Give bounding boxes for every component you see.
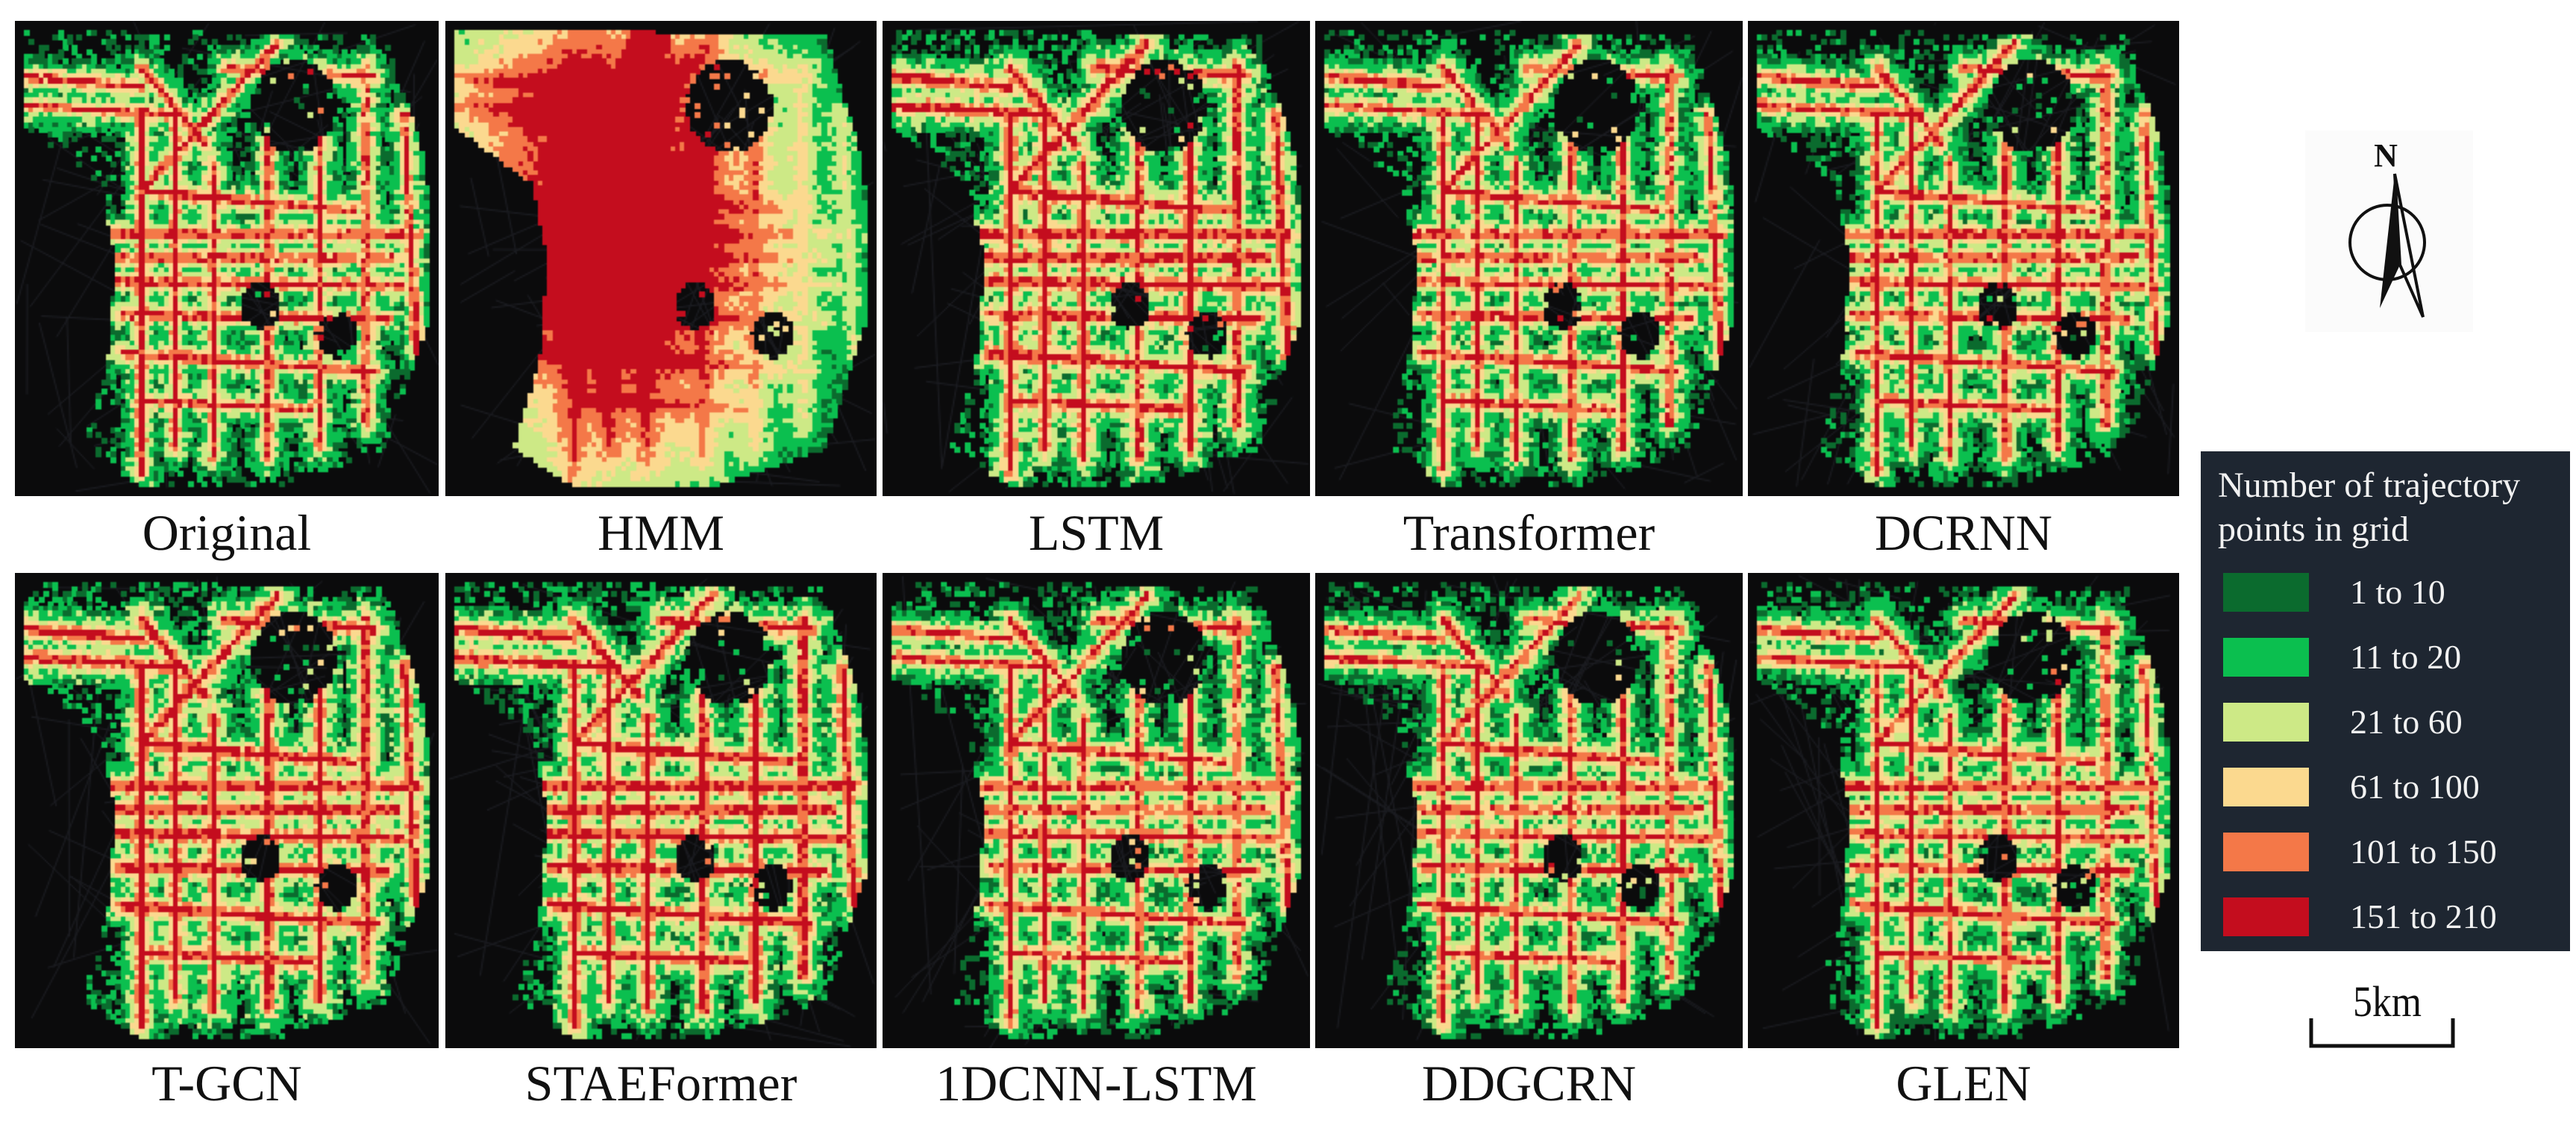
map-panel-1dcnn-lstm <box>883 573 1310 1048</box>
legend-item: 101 to 150 <box>2223 833 2551 871</box>
panel-caption: 1DCNN-LSTM <box>936 1055 1257 1112</box>
legend-title: Number of trajectory points in grid <box>2218 466 2521 549</box>
map-panel-glen <box>1748 573 2179 1048</box>
legend-item: 1 to 10 <box>2223 573 2551 612</box>
legend-label: 61 to 100 <box>2350 768 2480 806</box>
legend-label: 1 to 10 <box>2350 573 2445 611</box>
panel-caption: GLEN <box>1896 1055 2031 1112</box>
panel-caption: Original <box>142 504 312 561</box>
legend: Number of trajectory points in grid 1 to… <box>2201 451 2570 951</box>
scale-bar: 5km <box>2309 977 2455 1048</box>
panel-caption: LSTM <box>1028 504 1165 561</box>
scale-bar-label: 5km <box>2353 977 2422 1026</box>
legend-item: 21 to 60 <box>2223 703 2551 742</box>
map-panel-hmm <box>445 21 877 496</box>
panel-caption: STAEFormer <box>524 1055 797 1112</box>
panel-caption: HMM <box>597 504 725 561</box>
north-arrow-icon: N <box>2305 131 2473 332</box>
map-panel-transformer <box>1315 21 1743 496</box>
legend-label: 21 to 60 <box>2350 703 2463 741</box>
panel-caption: DCRNN <box>1874 504 2053 561</box>
map-panel-dcrnn <box>1748 21 2179 496</box>
legend-swatch <box>2223 897 2309 936</box>
legend-swatch <box>2223 768 2309 806</box>
legend-item: 61 to 100 <box>2223 768 2551 806</box>
north-label: N <box>2374 137 2398 174</box>
legend-label: 11 to 20 <box>2350 638 2462 676</box>
legend-swatch <box>2223 573 2309 612</box>
legend-label: 151 to 210 <box>2350 897 2497 935</box>
legend-swatch <box>2223 833 2309 871</box>
panel-caption: T-GCN <box>151 1055 302 1112</box>
legend-item: 151 to 210 <box>2223 897 2551 936</box>
map-panel-lstm <box>883 21 1310 496</box>
legend-label: 101 to 150 <box>2350 833 2497 871</box>
map-panel-staeformer <box>445 573 877 1048</box>
panel-caption: DDGCRN <box>1421 1055 1637 1112</box>
map-panel-tgcn <box>15 573 439 1048</box>
map-panel-original <box>15 21 439 496</box>
legend-item: 11 to 20 <box>2223 638 2551 677</box>
legend-swatch <box>2223 638 2309 677</box>
map-panel-ddgcrn <box>1315 573 1743 1048</box>
legend-swatch <box>2223 703 2309 742</box>
panel-caption: Transformer <box>1403 504 1655 561</box>
